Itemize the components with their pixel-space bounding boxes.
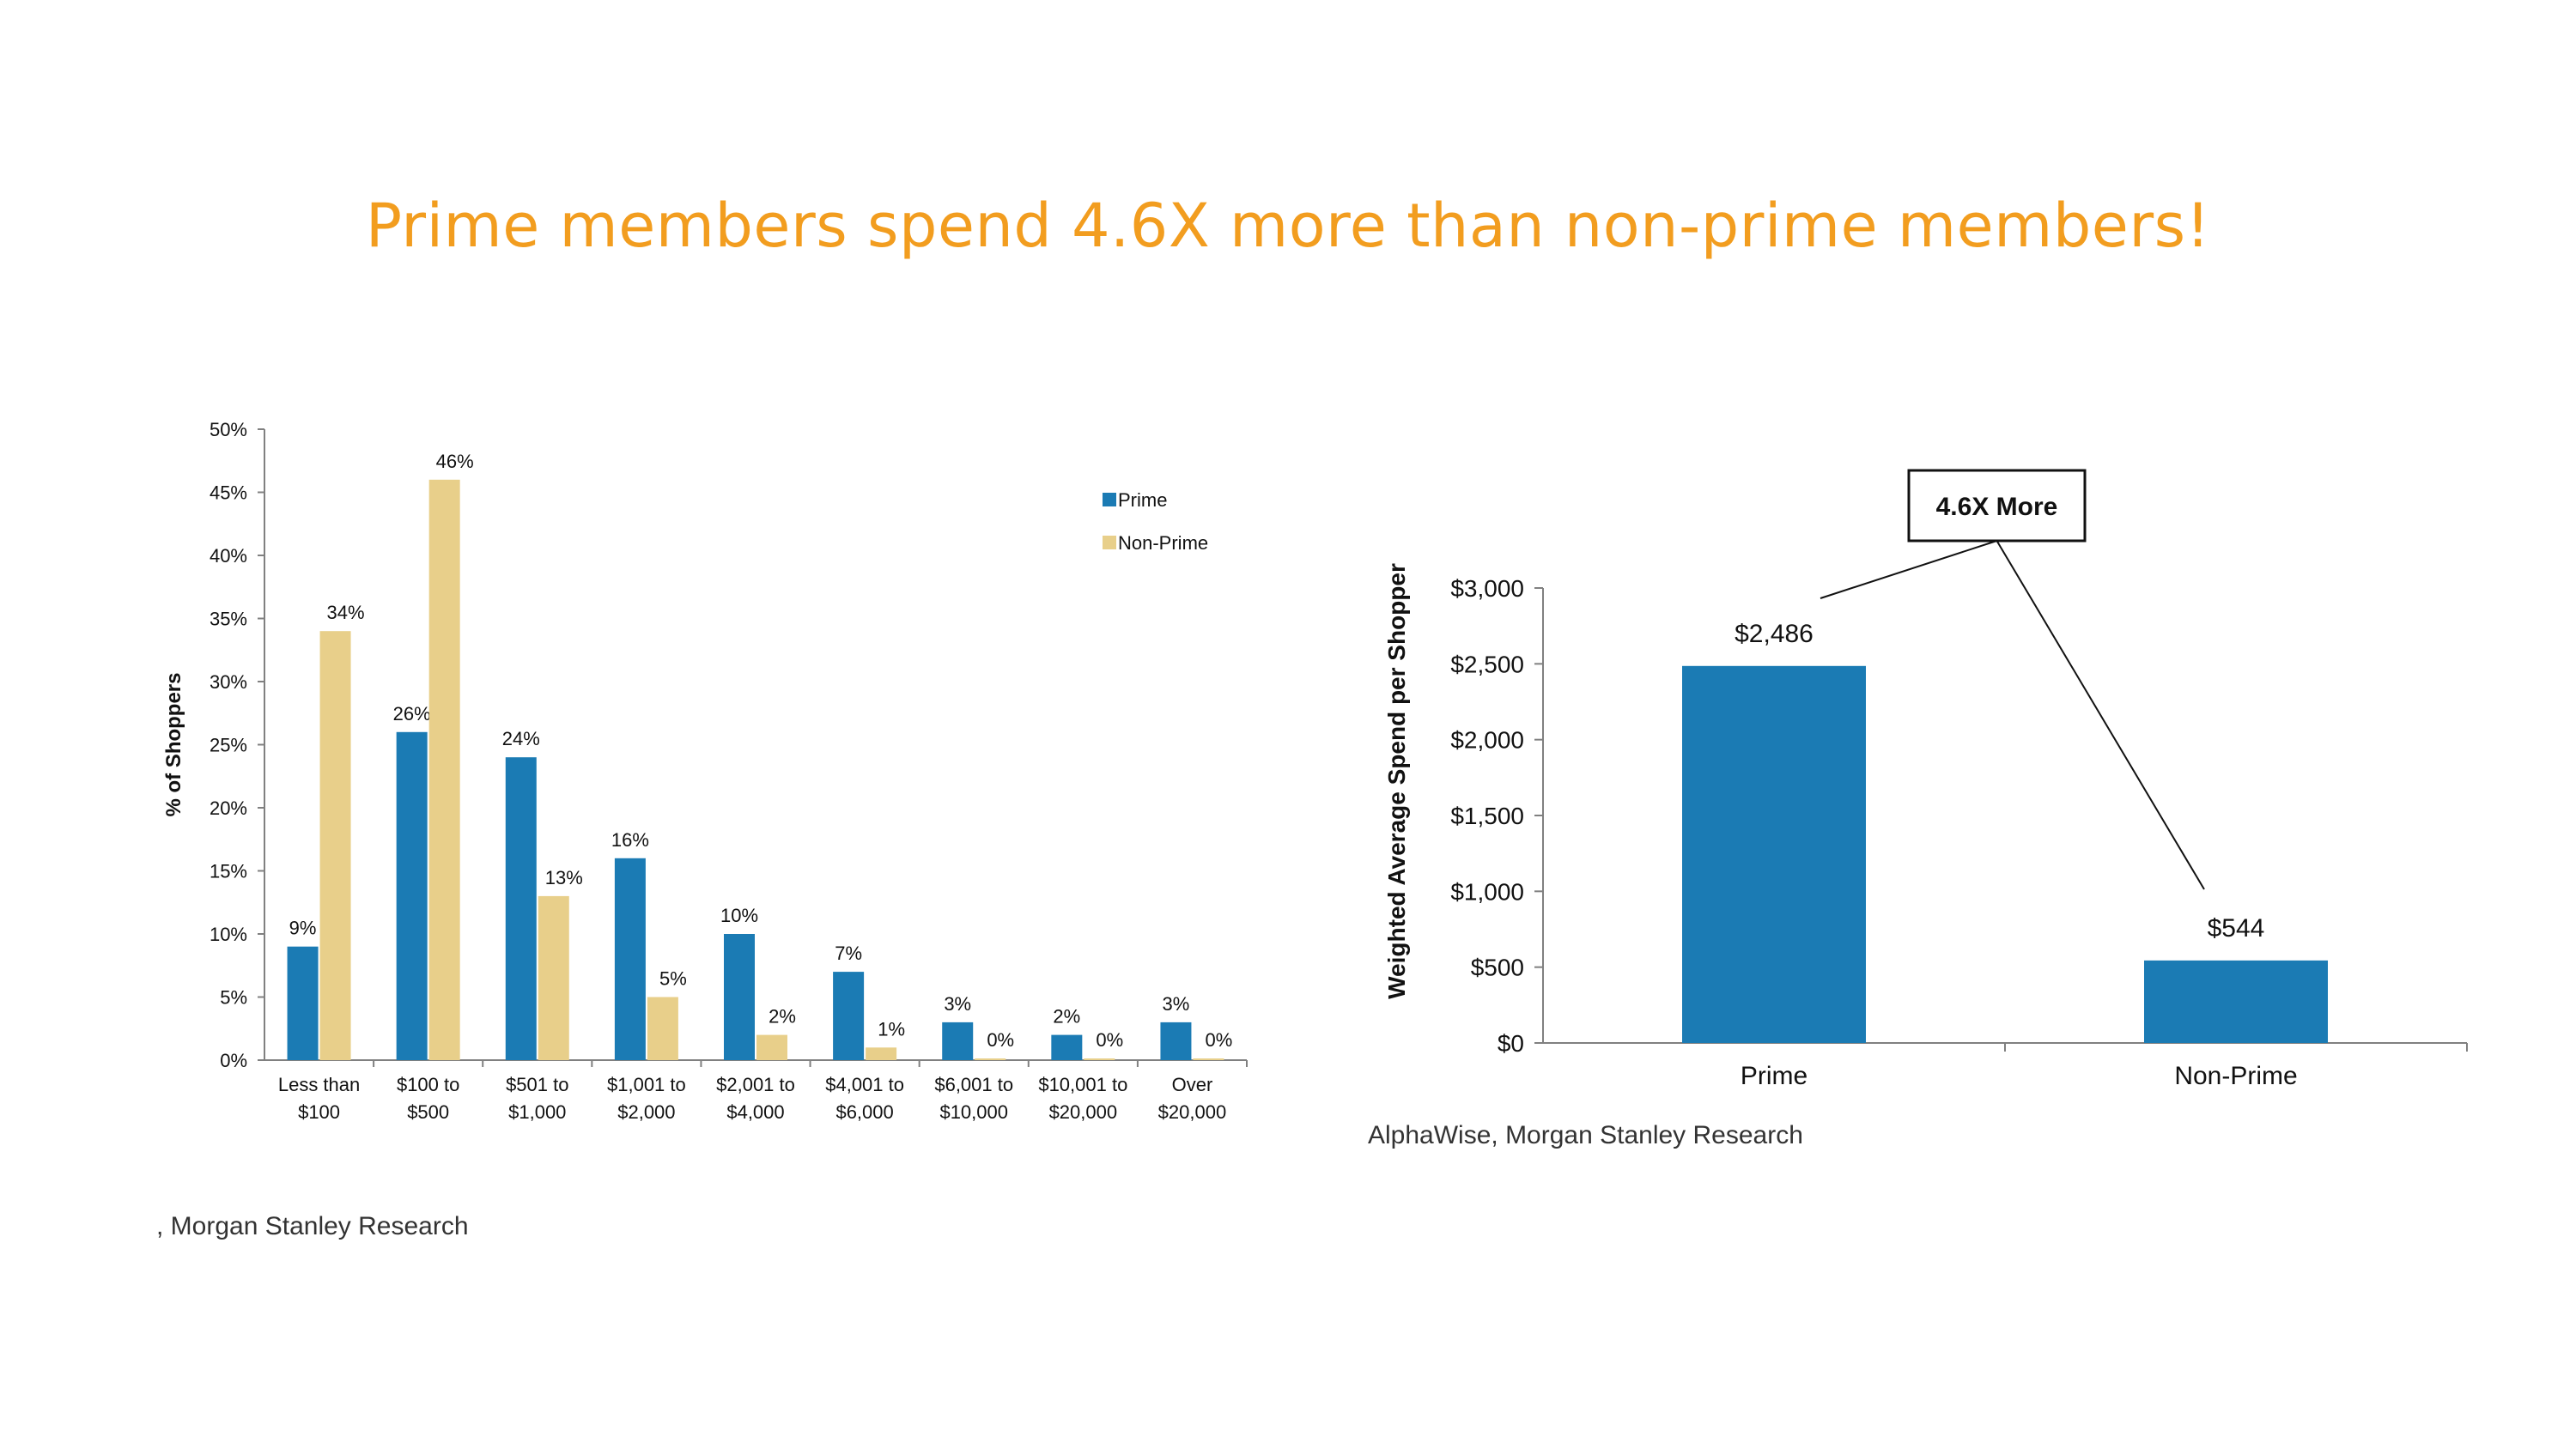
annotation-box [1907, 469, 2087, 543]
prime-bar [1160, 1022, 1192, 1060]
y-axis-label: % of Shoppers [162, 672, 185, 816]
prime-value-label: 9% [289, 918, 317, 939]
x-tick-label: $100 to [397, 1074, 459, 1095]
y-tick-label: $2,000 [1450, 727, 1524, 754]
non-prime-value-label: $544 [2208, 914, 2265, 943]
prime-bar [1051, 1034, 1083, 1060]
prime-bar [1682, 665, 1866, 1043]
prime-value-label: 24% [502, 728, 540, 749]
x-tick-label: Prime [1741, 1062, 1807, 1090]
left-chart-source: , Morgan Stanley Research [156, 1212, 469, 1240]
non-prime-value-label: 1% [878, 1018, 905, 1040]
prime-bar [505, 757, 537, 1060]
y-tick-label: 45% [210, 482, 247, 504]
y-tick-label: 15% [210, 861, 247, 882]
x-tick-label: $4,001 to [825, 1074, 904, 1095]
legend-label-prime: Prime [1118, 489, 1167, 511]
prime-bar [942, 1022, 974, 1060]
non-prime-value-label: 46% [436, 451, 474, 472]
x-tick-label: $4,000 [726, 1101, 784, 1123]
non-prime-value-label: 5% [659, 968, 687, 990]
prime-value-label: $2,486 [1735, 620, 1814, 648]
non-prime-value-label: 13% [545, 867, 583, 888]
non-prime-bar [647, 997, 678, 1060]
prime-bar [833, 972, 865, 1060]
x-tick-label: $100 [298, 1101, 340, 1123]
prime-value-label: 26% [393, 703, 431, 724]
prime-bar [396, 731, 428, 1060]
x-tick-label: Less than [278, 1074, 360, 1095]
x-tick-label: $10,001 to [1038, 1074, 1127, 1095]
y-tick-label: $500 [1471, 955, 1524, 981]
x-tick-label: $20,000 [1158, 1101, 1227, 1123]
legend-swatch-prime [1103, 493, 1116, 506]
x-tick-label: $1,000 [508, 1101, 566, 1123]
non-prime-bar [756, 1034, 787, 1060]
x-tick-label: $2,001 to [716, 1074, 795, 1095]
x-tick-label: $10,000 [939, 1101, 1008, 1123]
non-prime-value-label: 0% [987, 1029, 1014, 1051]
prime-bar [614, 858, 646, 1060]
prime-bar [287, 946, 319, 1060]
y-tick-label: 30% [210, 671, 247, 693]
annotation-text: 4.6X More [1936, 493, 2058, 521]
x-tick-label: Non-Prime [2174, 1062, 2297, 1090]
non-prime-bar [538, 895, 569, 1060]
legend-label-non-prime: Non-Prime [1118, 532, 1208, 554]
y-tick-label: 40% [210, 545, 247, 567]
non-prime-value-label: 0% [1096, 1029, 1123, 1051]
y-tick-label: 5% [220, 987, 247, 1009]
x-tick-label: $20,000 [1049, 1101, 1118, 1123]
x-tick-label: $6,000 [835, 1101, 893, 1123]
y-tick-label: 0% [220, 1050, 247, 1071]
non-prime-bar [1193, 1058, 1224, 1060]
prime-value-label: 16% [611, 829, 649, 851]
annotation-leader-line [1996, 540, 2205, 890]
y-tick-label: 10% [210, 924, 247, 945]
y-tick-label: 20% [210, 797, 247, 819]
legend-swatch-non-prime [1103, 536, 1116, 549]
x-tick-label: Over [1172, 1074, 1213, 1095]
x-tick-label: $2,000 [617, 1101, 675, 1123]
y-tick-label: $2,500 [1450, 651, 1524, 677]
non-prime-value-label: 0% [1206, 1029, 1233, 1051]
y-tick-label: 35% [210, 609, 247, 630]
prime-value-label: 10% [720, 905, 758, 926]
y-tick-label: $1,500 [1450, 803, 1524, 829]
non-prime-bar [866, 1047, 897, 1060]
prime-value-label: 3% [944, 993, 971, 1015]
x-tick-label: $6,001 to [934, 1074, 1013, 1095]
non-prime-bar [2144, 960, 2328, 1043]
y-tick-label: 25% [210, 735, 247, 756]
y-tick-label: 50% [210, 419, 247, 440]
non-prime-value-label: 2% [769, 1006, 796, 1028]
slide-title: Prime members spend 4.6X more than non-p… [365, 191, 2211, 261]
non-prime-bar [428, 479, 460, 1060]
y-tick-label: $0 [1498, 1030, 1524, 1057]
annotation-leader-line [1820, 540, 1997, 599]
y-tick-label: $1,000 [1450, 878, 1524, 905]
non-prime-bar [1084, 1058, 1115, 1060]
y-axis-label: Weighted Average Spend per Shopper [1383, 563, 1410, 999]
right-chart-source: AlphaWise, Morgan Stanley Research [1368, 1121, 1803, 1149]
x-tick-label: $500 [407, 1101, 449, 1123]
prime-value-label: 2% [1053, 1006, 1080, 1028]
non-prime-bar [975, 1058, 1006, 1060]
prime-value-label: 7% [835, 943, 862, 964]
prime-bar [724, 934, 755, 1060]
x-tick-label: $501 to [506, 1074, 568, 1095]
prime-value-label: 3% [1163, 993, 1190, 1015]
x-tick-label: $1,001 to [607, 1074, 686, 1095]
non-prime-bar [319, 631, 351, 1060]
y-tick-label: $3,000 [1450, 575, 1524, 602]
non-prime-value-label: 34% [327, 602, 365, 623]
